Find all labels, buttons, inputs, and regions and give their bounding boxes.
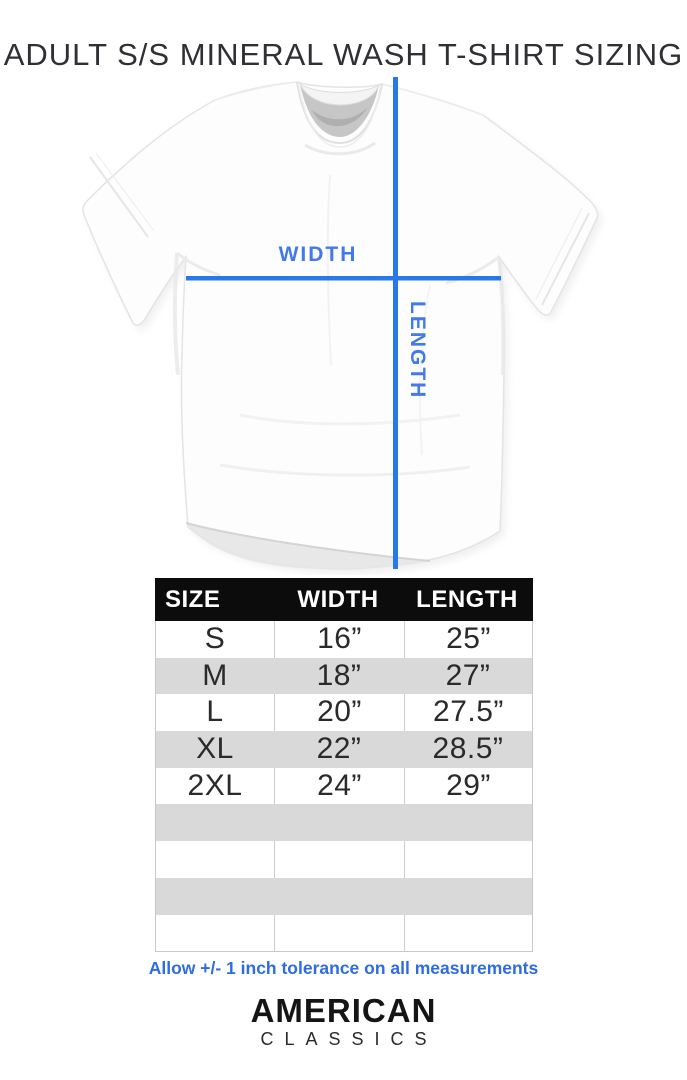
size-chart-header: SIZE WIDTH LENGTH xyxy=(155,578,533,621)
width-cell: 24” xyxy=(274,767,404,805)
size-cell: XL xyxy=(196,732,234,766)
table-row-m: M 18” 27” xyxy=(156,657,532,695)
table-row-empty xyxy=(156,804,532,842)
length-cell xyxy=(404,878,532,915)
table-row-s: S 16” 25” xyxy=(156,621,532,658)
tshirt-diagram xyxy=(82,77,602,574)
size-chart-table: SIZE WIDTH LENGTH S 16” 25” M 18” 27” L … xyxy=(155,578,533,953)
brand-logo-line2: CLASSICS xyxy=(260,1029,438,1049)
length-cell xyxy=(404,804,532,841)
brand-logo-line1: AMERICAN xyxy=(250,992,437,1029)
width-cell: 20” xyxy=(274,694,404,732)
header-size: SIZE xyxy=(165,585,221,613)
length-cell: 27” xyxy=(445,658,491,692)
width-cell xyxy=(274,878,404,915)
size-cell: S xyxy=(204,622,226,655)
size-cell xyxy=(156,915,274,952)
length-measure-label: LENGTH xyxy=(406,301,429,400)
size-cell: 2XL xyxy=(187,768,243,802)
header-length: LENGTH xyxy=(416,585,518,613)
size-cell xyxy=(156,841,274,878)
width-cell: 18” xyxy=(316,658,362,692)
tshirt-shading xyxy=(89,81,590,477)
length-cell: 25” xyxy=(404,621,532,658)
table-row-empty xyxy=(156,877,532,915)
size-cell: L xyxy=(206,695,224,729)
width-measure-line xyxy=(186,276,501,281)
length-cell xyxy=(404,914,532,952)
size-cell xyxy=(156,804,274,841)
length-measure-line xyxy=(393,77,398,569)
length-cell: 29” xyxy=(404,767,532,805)
table-row-xl: XL 22” 28.5” xyxy=(156,731,532,768)
width-cell: 16” xyxy=(274,621,404,658)
length-cell: 28.5” xyxy=(432,732,504,766)
table-row-2xl: 2XL 24” 29” xyxy=(156,767,532,805)
length-cell: 27.5” xyxy=(404,694,532,732)
table-row-empty xyxy=(156,914,532,952)
width-cell xyxy=(274,841,404,878)
header-width: WIDTH xyxy=(297,585,379,613)
width-measure-label: WIDTH xyxy=(278,243,358,266)
page-title: ADULT S/S MINERAL WASH T-SHIRT SIZING xyxy=(3,36,684,72)
tolerance-note: Allow +/- 1 inch tolerance on all measur… xyxy=(148,958,539,978)
width-cell: 22” xyxy=(316,732,362,766)
width-cell xyxy=(274,914,404,952)
width-cell xyxy=(274,804,404,841)
table-row-l: L 20” 27.5” xyxy=(156,694,532,732)
tshirt-collar xyxy=(296,81,383,148)
table-row-empty xyxy=(156,841,532,878)
length-cell xyxy=(404,841,532,878)
size-cell xyxy=(156,878,274,915)
size-cell: M xyxy=(202,658,228,692)
brand-logo: AMERICAN CLASSICS xyxy=(0,994,687,1050)
